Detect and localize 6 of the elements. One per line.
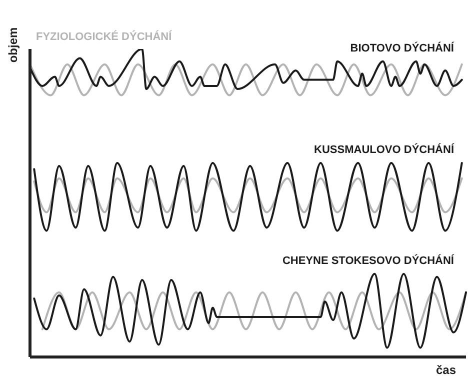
y-axis-title: objem xyxy=(6,27,20,63)
series-label: KUSSMAULOVO DÝCHÁNÍ xyxy=(314,142,455,156)
series-label: CHEYNE STOKESOVO DÝCHÁNÍ xyxy=(282,254,455,267)
x-axis-title: čas xyxy=(436,363,456,377)
series-label: FYZIOLOGICKÉ DÝCHÁNÍ xyxy=(36,30,173,43)
series-label: BIOTOVO DÝCHÁNÍ xyxy=(350,41,455,54)
